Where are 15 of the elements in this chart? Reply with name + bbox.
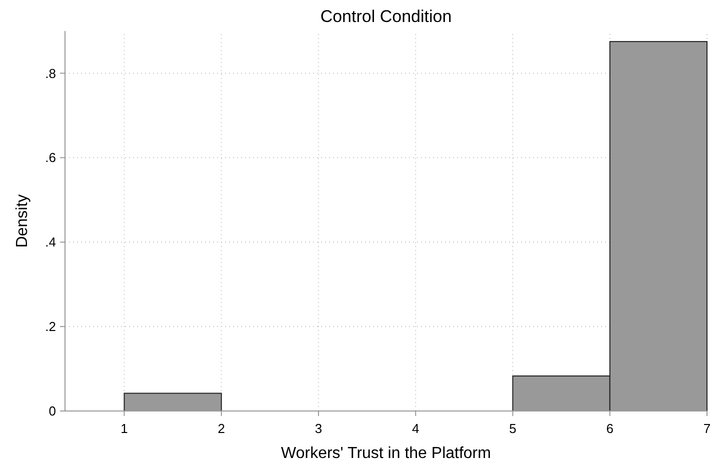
x-tick-label: 6 xyxy=(606,421,614,436)
x-tick-label: 1 xyxy=(120,421,128,436)
y-tick-label: .8 xyxy=(45,66,56,81)
x-tick-label: 3 xyxy=(314,421,322,436)
chart-title: Control Condition xyxy=(320,7,452,26)
y-tick-label: .2 xyxy=(45,319,56,334)
x-tick-label: 2 xyxy=(218,421,225,436)
x-tick-label: 7 xyxy=(703,421,711,436)
y-axis-title: Density xyxy=(14,194,31,248)
x-tick-label: 4 xyxy=(412,421,420,436)
y-tick-label: .6 xyxy=(45,150,56,166)
x-tick-label: 5 xyxy=(509,421,516,436)
y-tick-label: 0 xyxy=(48,404,56,419)
x-axis-title: Workers' Trust in the Platform xyxy=(281,445,491,462)
y-tick-label: .4 xyxy=(45,234,56,250)
